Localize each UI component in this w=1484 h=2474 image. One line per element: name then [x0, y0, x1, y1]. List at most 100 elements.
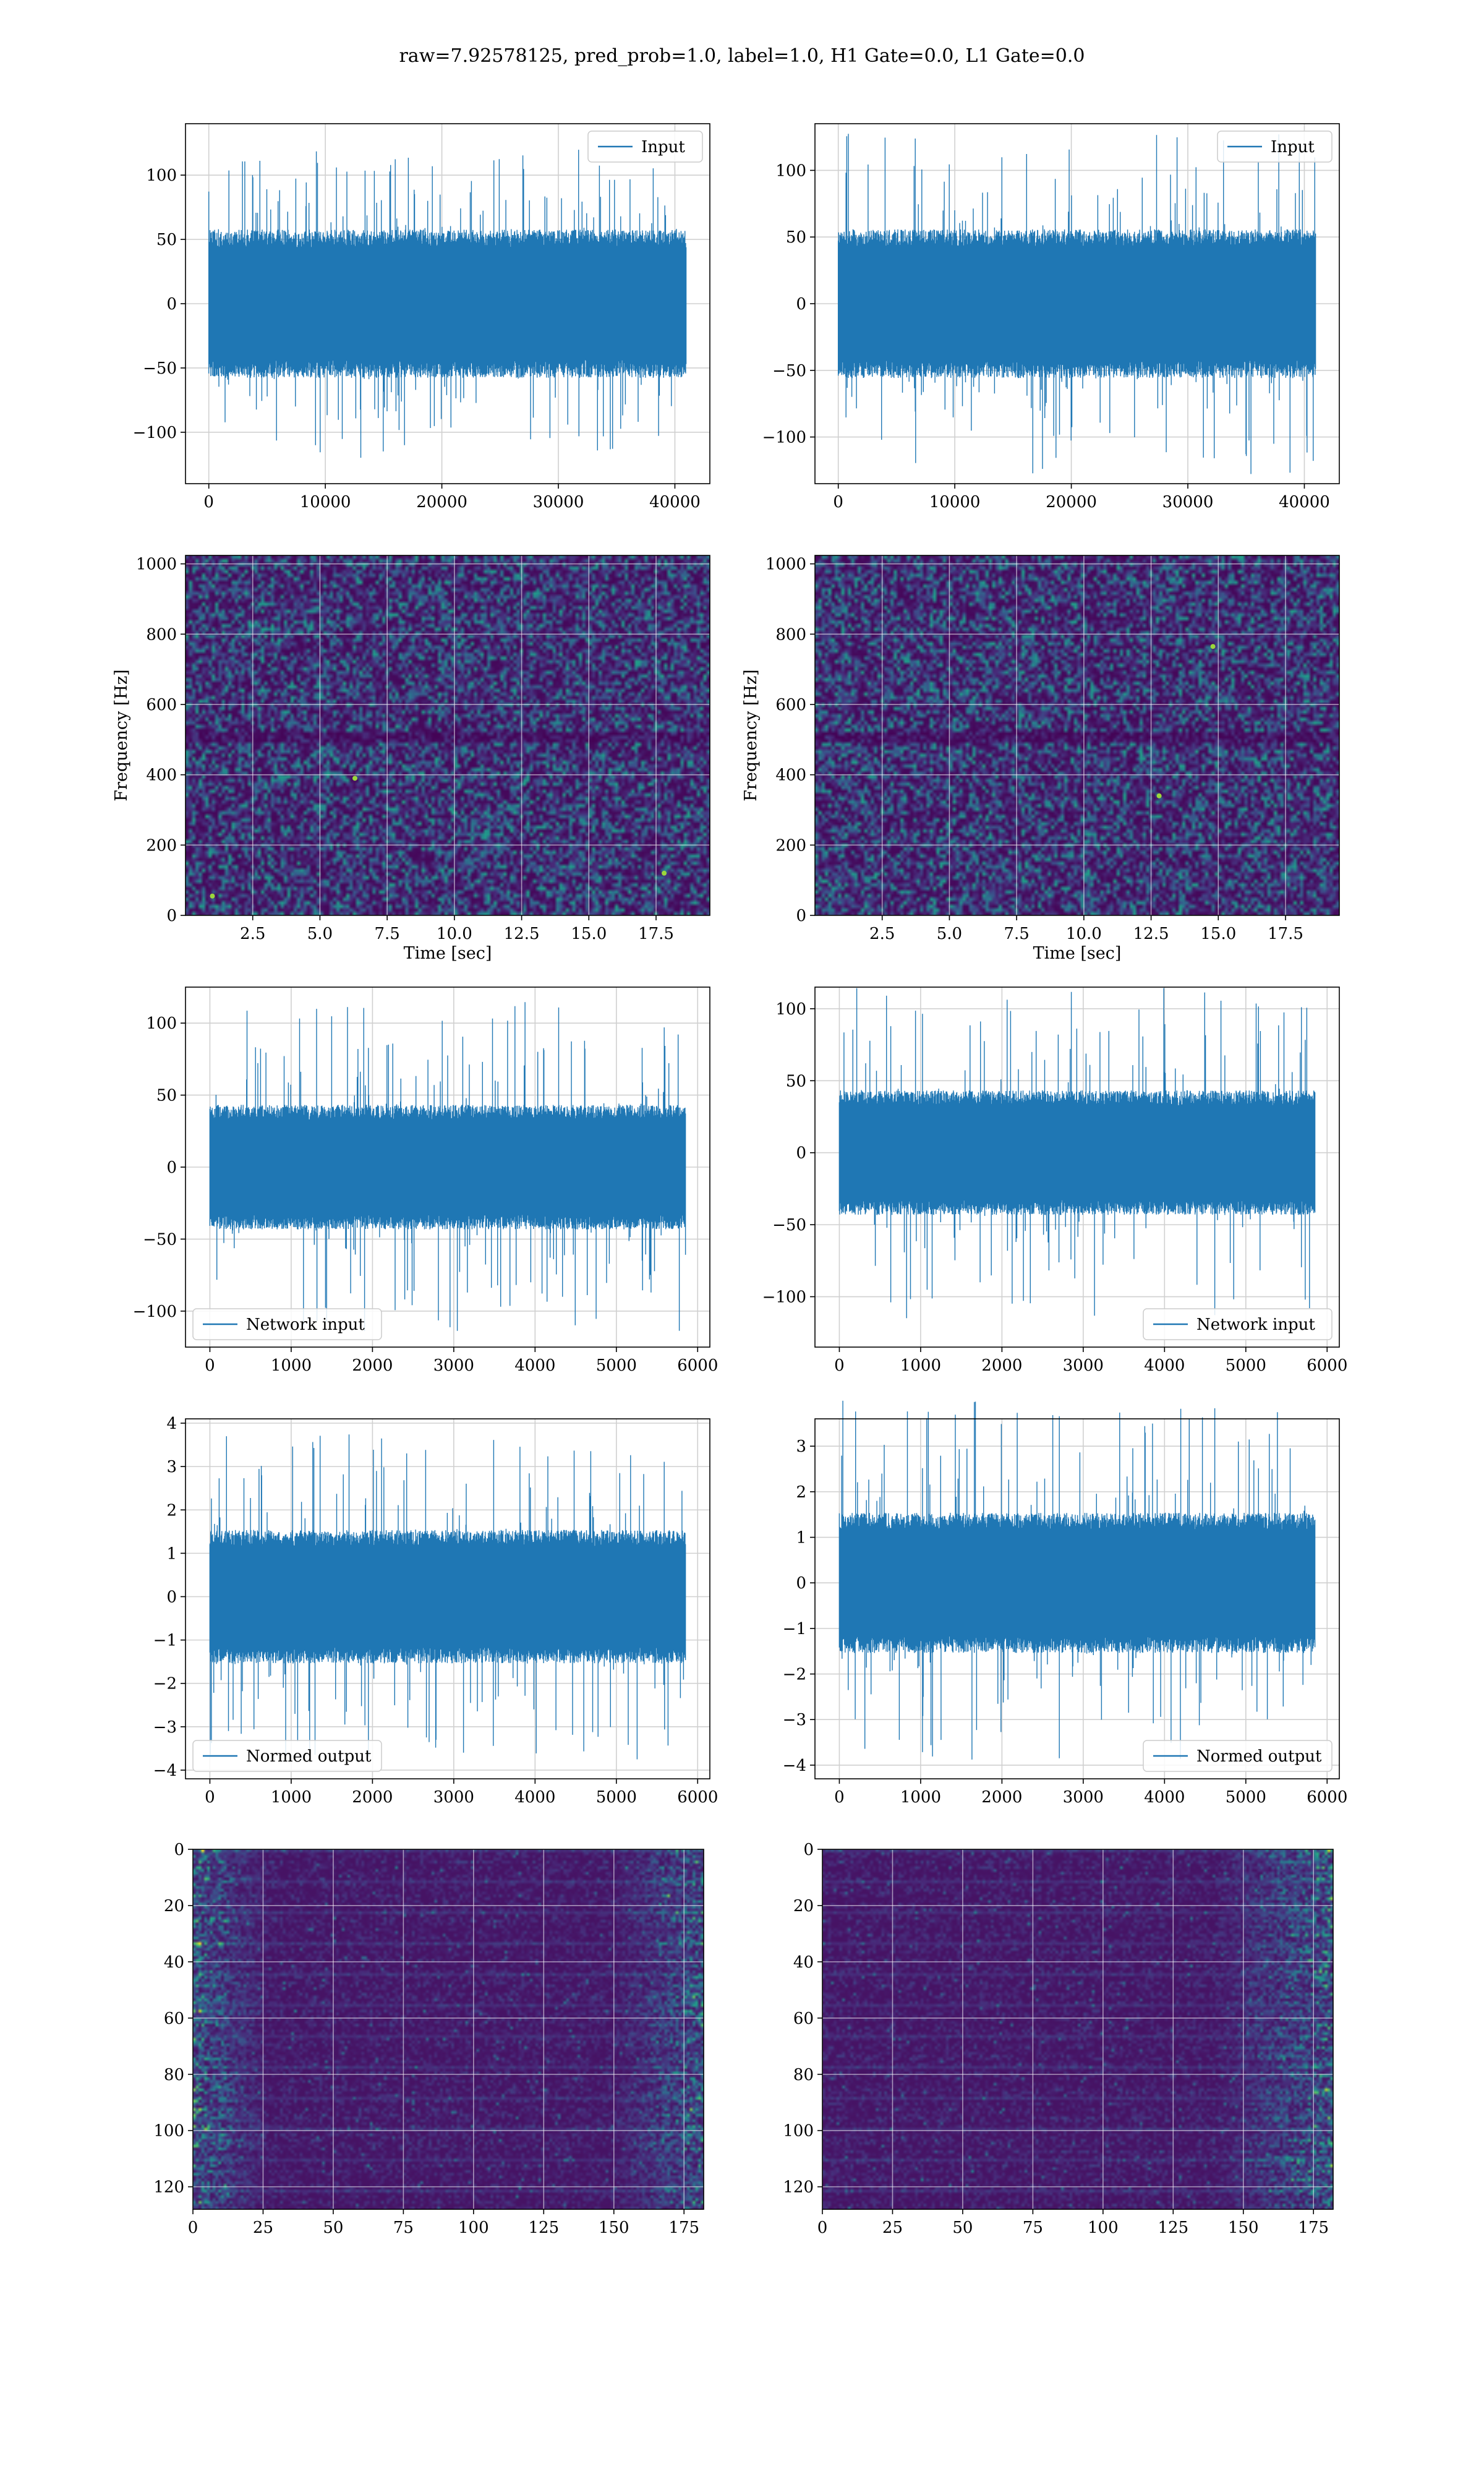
spectrogram-l1-xtick-label: 15.0 — [1200, 925, 1236, 943]
normed-output-h1-legend-box — [192, 1740, 382, 1772]
spectrogram-l1-heatmap-image — [815, 555, 1339, 915]
network-input-h1-ytick-label: −100 — [133, 1303, 177, 1321]
spectrogram-l1-axes: 2.5 5.0 7.5 10.0 12.5 15.0 17.5 0 200 400 600 800 10… — [741, 555, 1340, 963]
spectrogram-h1-xtick-label: 10.0 — [437, 925, 472, 943]
input-h1-ytick-label: −50 — [143, 359, 177, 378]
normed-output-h1-axes: 0 1000 2000 3000 4000 5000 6000 −4 −3 −2 −1 0 1 2 3 4 No… — [153, 1415, 719, 1807]
spectrogram-l1-xtick-label: 10.0 — [1066, 925, 1102, 943]
input-h1-xtick-label: 30000 — [533, 493, 584, 511]
normed-output-h1-frame — [185, 1418, 710, 1779]
network-input-h1-ytick-label: 100 — [146, 1014, 177, 1033]
normed-output-h1-ytick-label: −2 — [153, 1675, 177, 1693]
input-h1-axes: 0 10000 20000 30000 40000 −100 −50 0 50 100 Input — [133, 123, 710, 511]
network-input-h1-xtick-label: 3000 — [433, 1356, 474, 1375]
normed-output-h1-ytick-label: 3 — [166, 1458, 177, 1476]
spectrogram-h1-ytick-label: 400 — [146, 766, 177, 785]
network-input-h1-xtick-label: 2000 — [352, 1356, 393, 1375]
normed-output-h1-xtick-label: 2000 — [352, 1788, 393, 1807]
features-h1-xtick-label: 50 — [323, 2219, 343, 2237]
network-input-l1-ytick-label: 100 — [775, 1000, 806, 1019]
features-l1-ytick-label: 40 — [793, 1953, 814, 1972]
network-input-h1-legend: Network input — [192, 1308, 382, 1340]
network-input-l1-xtick-label: 4000 — [1144, 1356, 1185, 1375]
network-input-h1-legend-box — [192, 1308, 382, 1340]
spectrogram-h1-xtick-label: 5.0 — [307, 925, 333, 943]
normed-output-h1-ytick-label: 1 — [166, 1544, 177, 1563]
normed-output-l1-ytick-label: −2 — [783, 1666, 806, 1684]
features-l1-xtick-label: 100 — [1088, 2219, 1119, 2237]
spectrogram-h1-heatmap-image — [186, 555, 710, 915]
normed-output-h1-ytick-label: −1 — [153, 1632, 177, 1650]
network-input-h1-series-line — [209, 1002, 686, 1332]
figure-suptitle: raw=7.92578125, pred_prob=1.0, label=1.0… — [399, 45, 1085, 67]
spectrogram-h1-xlabel: Time [sec] — [404, 944, 492, 963]
normed-output-h1-xtick-label: 4000 — [514, 1788, 555, 1807]
normed-output-h1-legend-label: Normed output — [246, 1747, 372, 1766]
spectrogram-l1-bright-spot — [1156, 793, 1162, 798]
normed-output-l1-ytick-label: 2 — [796, 1483, 806, 1502]
spectrogram-h1-frame — [185, 555, 710, 916]
spectrogram-l1-xtick-label: 5.0 — [937, 925, 962, 943]
network-input-h1-ytick-label: 0 — [166, 1158, 177, 1177]
features-l1-xtick-label: 75 — [1023, 2219, 1043, 2237]
input-h1-xtick-label: 40000 — [649, 493, 701, 511]
spectrogram-h1-bright-spot — [662, 870, 667, 876]
network-input-h1-legend-label: Network input — [246, 1316, 365, 1334]
features-l1-ytick-label: 100 — [783, 2122, 814, 2141]
input-l1-ytick-label: 50 — [786, 228, 806, 247]
spectrogram-l1-bright-spot — [1210, 644, 1216, 649]
input-l1-ytick-label: −50 — [772, 362, 806, 380]
input-l1-series-line — [838, 134, 1316, 474]
input-l1-ytick-label: 100 — [775, 161, 806, 180]
normed-output-l1-xtick-label: 2000 — [981, 1788, 1022, 1807]
input-l1-axes: 0 10000 20000 30000 40000 −100 −50 0 50 100 Input — [762, 123, 1340, 511]
normed-output-l1-axes: 0 1000 2000 3000 4000 5000 6000 −4 −3 −2 −1 0 1 2 3 Nor… — [783, 1400, 1347, 1807]
spectrogram-h1-ytick-label: 600 — [146, 696, 177, 714]
features-l1-ytick-label: 80 — [793, 2066, 814, 2084]
normed-output-l1-series-line — [838, 1400, 1316, 1760]
features-l1-frame — [822, 1849, 1334, 2210]
network-input-l1-series-line — [838, 988, 1316, 1319]
network-input-l1-legend-label: Network input — [1196, 1316, 1315, 1334]
network-input-h1-xtick-label: 6000 — [677, 1356, 718, 1375]
input-l1-xtick-label: 40000 — [1279, 493, 1330, 511]
spectrogram-h1-xtick-label: 17.5 — [638, 925, 674, 943]
features-l1-xtick-label: 0 — [817, 2219, 828, 2237]
network-input-h1-axes: 0 1000 2000 3000 4000 5000 6000 −100 −50 0 50 100 Ne… — [133, 987, 718, 1375]
spectrogram-h1-xtick-label: 2.5 — [240, 925, 265, 943]
features-h1-xtick-label: 125 — [528, 2219, 559, 2237]
features-l1-xtick-label: 175 — [1298, 2219, 1329, 2237]
features-h1-xtick-label: 150 — [599, 2219, 629, 2237]
network-input-l1-ytick-label: 0 — [796, 1144, 806, 1163]
normed-output-l1-xtick-label: 3000 — [1063, 1788, 1104, 1807]
network-input-l1-ytick-label: 50 — [786, 1072, 806, 1090]
input-h1-ytick-label: 100 — [146, 166, 177, 185]
network-input-l1-frame — [814, 987, 1340, 1348]
normed-output-l1-frame — [814, 1418, 1340, 1779]
normed-output-l1-ytick-label: 0 — [796, 1574, 806, 1593]
normed-output-l1-legend: Normed output — [1143, 1740, 1333, 1772]
spectrogram-h1-ytick-label: 0 — [166, 907, 177, 925]
spectrogram-l1-ytick-label: 0 — [796, 907, 806, 925]
normed-output-l1-xtick-label: 1000 — [900, 1788, 941, 1807]
features-h1-ytick-label: 20 — [164, 1897, 184, 1915]
input-l1-legend-box — [1217, 131, 1333, 163]
features-h1-xtick-label: 100 — [458, 2219, 489, 2237]
spectrogram-l1-ytick-label: 200 — [775, 836, 806, 855]
spectrogram-l1-ytick-label: 600 — [775, 696, 806, 714]
input-h1-xtick-label: 10000 — [300, 493, 351, 511]
normed-output-l1-legend-label: Normed output — [1196, 1747, 1322, 1766]
features-h1-ytick-label: 0 — [174, 1841, 184, 1859]
input-l1-legend: Input — [1217, 131, 1333, 163]
network-input-h1-xtick-label: 0 — [205, 1356, 215, 1375]
network-input-l1-legend-box — [1143, 1308, 1333, 1340]
network-input-h1-xtick-label: 5000 — [596, 1356, 637, 1375]
network-input-h1-ytick-label: −50 — [143, 1230, 177, 1249]
spectrogram-l1-xtick-label: 12.5 — [1133, 925, 1169, 943]
spectrogram-l1-xtick-label: 2.5 — [869, 925, 895, 943]
normed-output-l1-xtick-label: 0 — [834, 1788, 845, 1807]
normed-output-l1-xtick-label: 6000 — [1307, 1788, 1347, 1807]
features-h1-ytick-label: 100 — [153, 2122, 184, 2141]
input-h1-legend-box — [587, 131, 703, 163]
